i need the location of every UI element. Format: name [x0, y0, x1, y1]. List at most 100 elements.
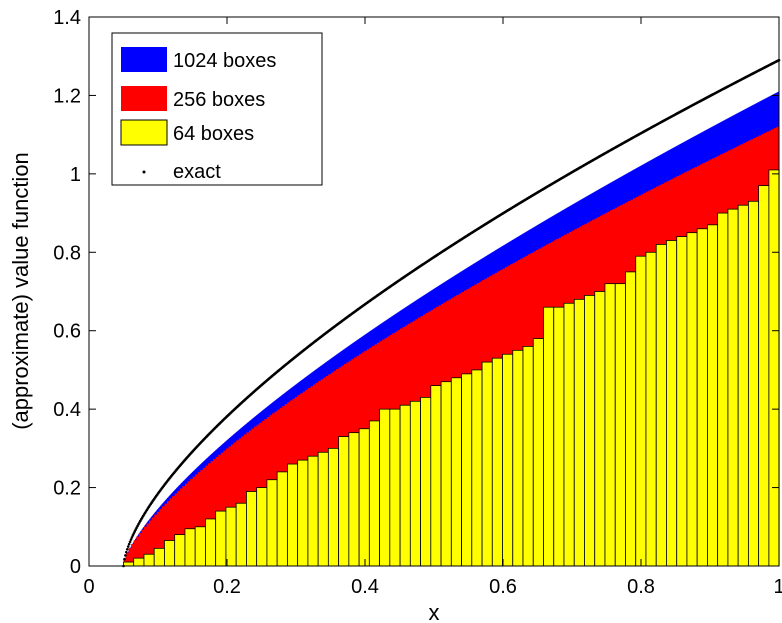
series-64-bar — [707, 224, 719, 567]
series-64-bar — [461, 373, 473, 567]
series-64-bar — [491, 357, 503, 567]
series-64-bar — [450, 377, 462, 567]
series-256-bar — [233, 442, 237, 566]
series-64-bar — [174, 534, 186, 567]
x-tick-label: 0.8 — [627, 576, 655, 598]
series-256-bar — [205, 465, 209, 566]
series-256-bar — [149, 520, 153, 566]
series-64-bar — [717, 212, 729, 567]
series-64-bar — [256, 487, 268, 567]
series-256-bar — [131, 544, 135, 566]
series-64-bar — [368, 420, 380, 567]
series-256-bar — [141, 529, 145, 566]
legend-swatch-1024 — [121, 47, 167, 72]
series-64-bar — [123, 561, 135, 567]
y-tick-label: 0.6 — [53, 321, 81, 343]
legend-label-exact: exact — [173, 161, 221, 183]
series-256-bar — [190, 479, 194, 566]
y-axis-label: (approximate) value function — [8, 152, 33, 430]
series-64-bar — [737, 204, 749, 567]
series-64-bar — [205, 518, 217, 567]
series-64-bar — [614, 283, 626, 567]
x-axis: 0 0.2 0.4 0.6 0.8 1 — [83, 17, 782, 598]
series-64-bar — [133, 557, 145, 567]
legend-label-64: 64 boxes — [173, 123, 254, 145]
series-64-bar — [184, 528, 196, 567]
series-256-bar — [202, 467, 206, 566]
series-64-bar — [225, 506, 237, 567]
series-64-bar — [532, 338, 544, 567]
series-64-bar — [399, 404, 411, 567]
series-64-bar — [153, 547, 165, 567]
series-64-bar — [666, 240, 678, 567]
series-64-bar — [655, 244, 667, 567]
exact-point — [126, 545, 130, 548]
exact-point — [131, 534, 135, 537]
series-64-bar — [389, 408, 401, 567]
series-256-bar — [213, 459, 217, 566]
series-64-bar — [327, 447, 339, 567]
series-256-bar — [146, 523, 150, 566]
exact-point — [128, 540, 132, 544]
x-tick-label: 0.2 — [213, 576, 241, 598]
exact-point — [130, 536, 134, 539]
series-64-bar — [246, 491, 258, 567]
series-64-bar — [543, 306, 555, 567]
plot-area — [122, 58, 781, 568]
series-64-bar — [594, 291, 606, 567]
x-tick-label: 0.6 — [489, 576, 517, 598]
series-64-bar — [420, 396, 432, 567]
series-64-bar — [164, 540, 176, 567]
series-64-bar — [748, 200, 760, 567]
series-64-bar — [645, 251, 657, 567]
series-256-bar — [195, 474, 199, 566]
series-256-bar — [174, 493, 178, 566]
series-64-bar — [502, 353, 514, 567]
exact-point — [125, 550, 128, 554]
exact-point — [124, 554, 127, 557]
series-256-bar — [243, 434, 247, 566]
series-256-bar — [207, 463, 211, 566]
series-256-bar — [197, 472, 201, 566]
series-64-bar — [430, 385, 442, 567]
series-256-bar — [172, 495, 176, 566]
y-tick-label: 0.8 — [53, 242, 81, 264]
series-256-bar — [228, 446, 232, 566]
series-256-bar — [164, 503, 168, 566]
series-64-bar — [348, 432, 360, 567]
series-64-bar — [553, 306, 565, 567]
series-64-bar — [758, 185, 770, 567]
series-256-bar — [159, 509, 163, 566]
series-256-bar — [126, 552, 130, 566]
series-64-bar — [143, 553, 155, 567]
series-64-bar — [768, 169, 780, 567]
x-tick-label: 1 — [773, 576, 782, 598]
exact-point — [132, 532, 136, 535]
series-256-bar — [154, 514, 158, 566]
x-tick-label: 0 — [83, 576, 94, 598]
series-256-bar — [231, 444, 235, 566]
series-64-bar — [317, 451, 329, 567]
series-64-bar — [307, 455, 319, 567]
series-64-bar — [584, 295, 596, 567]
series-256-bar — [223, 450, 227, 566]
series-64-bar — [635, 255, 647, 567]
series-64-bar — [512, 349, 524, 567]
series-64-bar — [686, 232, 698, 567]
series-64-bar — [409, 400, 421, 567]
y-tick-label: 1 — [70, 164, 81, 186]
series-64-bar — [604, 283, 616, 567]
series-256-bar — [210, 461, 214, 566]
x-axis-label: x — [429, 600, 440, 623]
series-256-bar — [182, 486, 186, 566]
y-tick-label: 1.4 — [53, 7, 81, 29]
series-64-bar — [194, 526, 206, 567]
series-64-bar — [440, 381, 452, 567]
series-64-bar — [215, 510, 227, 567]
exact-point — [127, 542, 131, 546]
series-64-bar — [625, 271, 637, 567]
series-64-bar — [379, 408, 391, 567]
series-64-bar — [696, 228, 708, 567]
series-256-bar — [136, 536, 140, 566]
